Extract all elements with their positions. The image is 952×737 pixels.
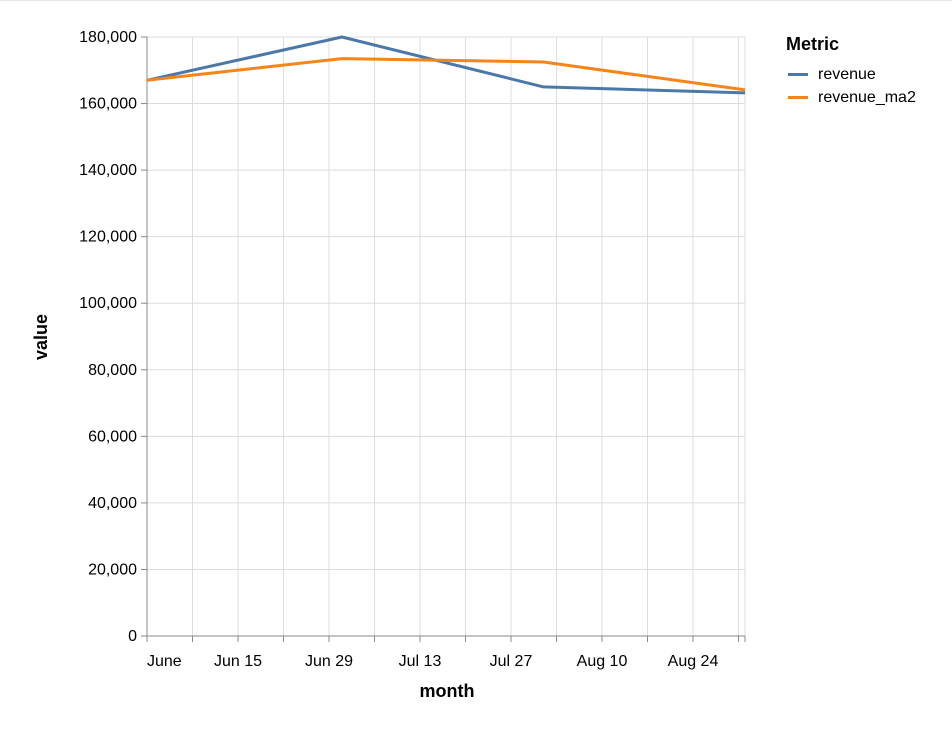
line-swatch-icon <box>788 73 808 76</box>
y-tick-label: 0 <box>128 628 137 645</box>
top-border <box>0 0 952 1</box>
legend-item-revenue-ma2[interactable]: revenue_ma2 <box>786 86 916 109</box>
y-axis: 0 20,000 40,000 60,000 80,000 100,000 120,000 1… <box>79 29 148 645</box>
legend-label: revenue_ma2 <box>818 88 916 106</box>
y-tick-label: 40,000 <box>88 495 137 512</box>
y-tick-label: 80,000 <box>88 362 137 379</box>
y-tick-label: 120,000 <box>79 229 137 246</box>
legend-item-revenue[interactable]: revenue <box>786 63 916 86</box>
x-tick-label: Jun 29 <box>305 653 353 670</box>
y-tick-label: 100,000 <box>79 295 137 312</box>
series-lines <box>146 35 746 95</box>
legend: Metric revenue revenue_ma2 <box>786 34 916 109</box>
x-tick-label: June <box>147 653 182 670</box>
x-axis-title: month <box>420 681 475 701</box>
series-line-revenue <box>146 35 746 95</box>
x-axis: June Jun 15 Jun 29 Jul 13 Jul 27 Aug 10 Aug 24 <box>146 635 746 670</box>
x-tick-label: Jul 27 <box>490 653 533 670</box>
y-tick-label: 160,000 <box>79 96 137 113</box>
gridlines <box>146 36 746 637</box>
y-tick-label: 180,000 <box>79 29 137 46</box>
x-tick-label: Jun 15 <box>214 653 262 670</box>
x-tick-label: Aug 24 <box>668 653 719 670</box>
series-line-revenue_ma2 <box>146 57 746 92</box>
y-tick-label: 60,000 <box>88 428 137 445</box>
legend-title: Metric <box>786 34 840 54</box>
y-tick-label: 140,000 <box>79 162 137 179</box>
line-swatch-icon <box>788 96 808 99</box>
y-tick-label: 20,000 <box>88 561 137 578</box>
y-axis-title: value <box>31 314 51 360</box>
x-tick-label: Aug 10 <box>577 653 628 670</box>
x-tick-label: Jul 13 <box>399 653 442 670</box>
legend-label: revenue <box>818 65 876 83</box>
